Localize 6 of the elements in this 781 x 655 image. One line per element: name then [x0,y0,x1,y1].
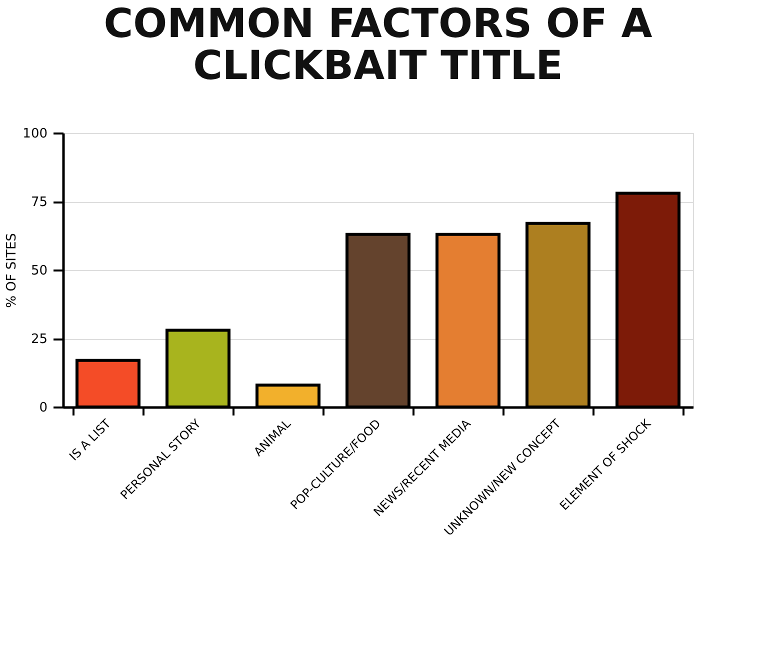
y-tick-label: 50 [30,264,48,278]
y-tick-label: 0 [39,400,48,416]
y-tick-label: 25 [30,332,48,347]
y-axis-title: % OF SITES [4,233,20,308]
y-tick-label: 75 [30,195,48,210]
y-tick-label: 100 [22,126,48,142]
